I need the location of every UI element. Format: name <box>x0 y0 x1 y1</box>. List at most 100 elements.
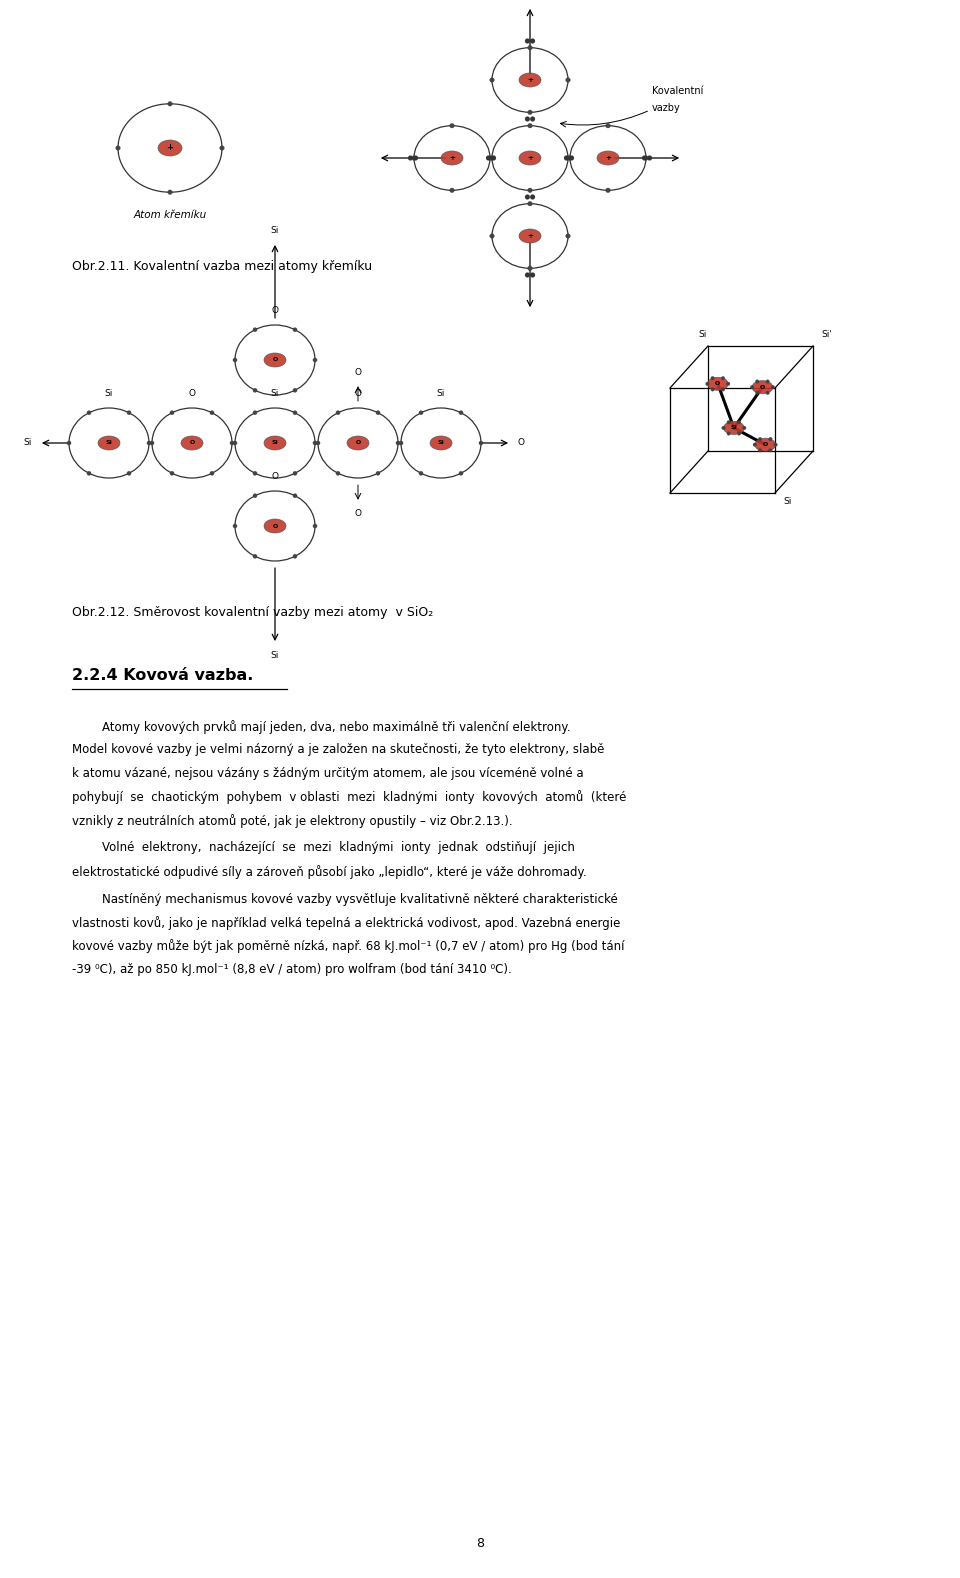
Circle shape <box>252 388 257 393</box>
Text: +: + <box>527 234 533 238</box>
Circle shape <box>293 472 297 475</box>
Circle shape <box>170 472 174 475</box>
Text: 2.2.4 Kovová vazba.: 2.2.4 Kovová vazba. <box>72 667 253 683</box>
Ellipse shape <box>181 436 203 450</box>
Circle shape <box>293 328 297 331</box>
Circle shape <box>147 440 151 445</box>
Circle shape <box>564 156 568 161</box>
Circle shape <box>530 117 535 122</box>
Text: O: O <box>354 508 362 518</box>
Circle shape <box>220 145 225 150</box>
Circle shape <box>376 472 380 475</box>
Text: O: O <box>189 440 195 445</box>
Text: +: + <box>166 144 174 153</box>
Text: Model kovové vazby je velmi názorný a je založen na skutečnosti, že tyto elektro: Model kovové vazby je velmi názorný a je… <box>72 743 605 756</box>
Circle shape <box>727 382 730 385</box>
Text: Si: Si <box>24 439 32 448</box>
Ellipse shape <box>724 421 744 434</box>
Circle shape <box>293 554 297 559</box>
Circle shape <box>127 472 132 475</box>
Circle shape <box>530 38 535 44</box>
Text: -39 ⁰C), až po 850 kJ.mol⁻¹ (8,8 eV / atom) pro wolfram (bod tání 3410 ⁰C).: -39 ⁰C), až po 850 kJ.mol⁻¹ (8,8 eV / at… <box>72 963 512 977</box>
Text: Si: Si <box>437 390 445 398</box>
Circle shape <box>449 188 454 193</box>
Text: O: O <box>354 368 362 377</box>
Circle shape <box>528 123 532 128</box>
Circle shape <box>170 410 174 415</box>
Circle shape <box>710 377 714 380</box>
Text: Kovalentní: Kovalentní <box>652 85 704 96</box>
Circle shape <box>710 388 714 391</box>
Circle shape <box>233 358 237 361</box>
Text: Obr.2.11. Kovalentní vazba mezi atomy křemíku: Obr.2.11. Kovalentní vazba mezi atomy kř… <box>72 260 372 273</box>
Text: Si: Si <box>272 440 278 445</box>
Ellipse shape <box>264 353 286 368</box>
Ellipse shape <box>347 436 369 450</box>
Circle shape <box>774 443 778 447</box>
Circle shape <box>606 188 611 193</box>
Circle shape <box>528 46 532 50</box>
Circle shape <box>722 426 726 429</box>
Circle shape <box>336 410 340 415</box>
Circle shape <box>644 156 648 161</box>
Circle shape <box>721 388 725 391</box>
Text: k atomu vázané, nejsou vázány s žádným určitým atomem, ale jsou víceméně volné a: k atomu vázané, nejsou vázány s žádným u… <box>72 767 584 780</box>
Text: vazby: vazby <box>652 103 681 114</box>
Circle shape <box>168 189 172 194</box>
Circle shape <box>647 156 652 161</box>
Text: elektrostatické odpudivé síly a zároveň působí jako „lepidlo“, které je váže doh: elektrostatické odpudivé síly a zároveň … <box>72 865 587 879</box>
Circle shape <box>293 388 297 393</box>
Circle shape <box>567 156 572 161</box>
Text: Si: Si <box>731 426 737 431</box>
Circle shape <box>528 110 532 115</box>
Text: O: O <box>272 306 278 316</box>
Circle shape <box>490 156 494 161</box>
Ellipse shape <box>752 380 773 393</box>
Ellipse shape <box>755 439 776 451</box>
Ellipse shape <box>519 151 541 166</box>
Text: Atom křemíku: Atom křemíku <box>133 210 206 219</box>
Circle shape <box>419 472 423 475</box>
Circle shape <box>229 440 234 445</box>
Text: Si: Si <box>271 226 279 235</box>
Circle shape <box>396 440 400 445</box>
Circle shape <box>413 156 418 161</box>
Circle shape <box>459 410 463 415</box>
Circle shape <box>210 410 214 415</box>
Text: 8: 8 <box>476 1537 484 1550</box>
Circle shape <box>336 472 340 475</box>
Circle shape <box>727 420 731 424</box>
Ellipse shape <box>708 377 729 390</box>
Circle shape <box>766 380 770 383</box>
Circle shape <box>87 472 91 475</box>
Circle shape <box>486 156 491 161</box>
Circle shape <box>530 194 535 199</box>
Circle shape <box>565 77 570 82</box>
Circle shape <box>293 410 297 415</box>
Text: Si': Si' <box>821 330 832 339</box>
Circle shape <box>606 123 611 128</box>
Text: Obr.2.12. Směrovost kovalentní vazby mezi atomy  v SiO₂: Obr.2.12. Směrovost kovalentní vazby mez… <box>72 606 433 619</box>
Text: Si: Si <box>105 390 113 398</box>
Text: Si: Si <box>271 390 279 398</box>
Circle shape <box>769 437 772 440</box>
Text: Nastíněný mechanismus kovové vazby vysvětluje kvalitativně některé charakteristi: Nastíněný mechanismus kovové vazby vysvě… <box>72 893 617 906</box>
Circle shape <box>419 410 423 415</box>
Ellipse shape <box>264 519 286 533</box>
Circle shape <box>252 494 257 497</box>
Ellipse shape <box>597 151 619 166</box>
Text: kovové vazby může být jak poměrně nízká, např. 68 kJ.mol⁻¹ (0,7 eV / atom) pro H: kovové vazby může být jak poměrně nízká,… <box>72 939 625 953</box>
Circle shape <box>737 432 741 436</box>
Circle shape <box>753 443 756 447</box>
Text: O: O <box>188 390 196 398</box>
Circle shape <box>252 328 257 331</box>
Circle shape <box>459 472 463 475</box>
Circle shape <box>721 377 725 380</box>
Circle shape <box>492 156 496 161</box>
Text: pohybují  se  chaotickým  pohybem  v oblasti  mezi  kladnými  ionty  kovových  a: pohybují se chaotickým pohybem v oblasti… <box>72 791 626 805</box>
Text: vznikly z neutrálních atomů poté, jak je elektrony opustily – viz Obr.2.13.).: vznikly z neutrálních atomů poté, jak je… <box>72 814 513 828</box>
Circle shape <box>67 440 71 445</box>
Text: Si: Si <box>783 497 791 507</box>
Ellipse shape <box>430 436 452 450</box>
Text: O: O <box>273 524 277 529</box>
